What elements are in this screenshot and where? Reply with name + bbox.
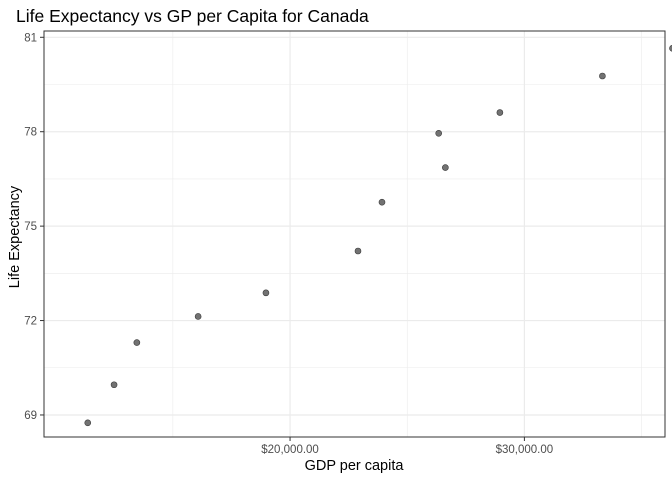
y-tick-label: 78 [24,127,37,139]
chart-title: Life Expectancy vs GP per Capita for Can… [16,6,369,26]
y-tick-label: 72 [24,316,37,328]
data-point [599,72,606,80]
x-tick-label: $30,000.00 [496,444,554,456]
data-point [84,419,92,427]
y-tick-label: 81 [24,32,37,44]
data-point [262,289,270,297]
x-tick-label: $20,000.00 [261,444,319,456]
y-axis-title: Life Expectancy [7,185,23,288]
data-point [442,164,449,171]
y-axis: 69 72 75 78 81 [24,32,44,422]
y-tick-label: 69 [24,410,37,422]
data-points [84,45,672,427]
grid-lines [44,31,665,437]
data-point [354,247,362,255]
data-point [194,313,202,320]
data-point [110,381,118,389]
data-point [133,339,141,346]
panel-border [43,30,666,438]
data-point [435,129,442,137]
data-point [378,198,386,206]
x-axis-title: GDP per capita [305,458,405,474]
x-axis: $20,000.00 $30,000.00 [261,437,553,456]
y-tick-label: 75 [24,221,37,233]
data-point [496,109,504,116]
data-point [669,45,672,52]
